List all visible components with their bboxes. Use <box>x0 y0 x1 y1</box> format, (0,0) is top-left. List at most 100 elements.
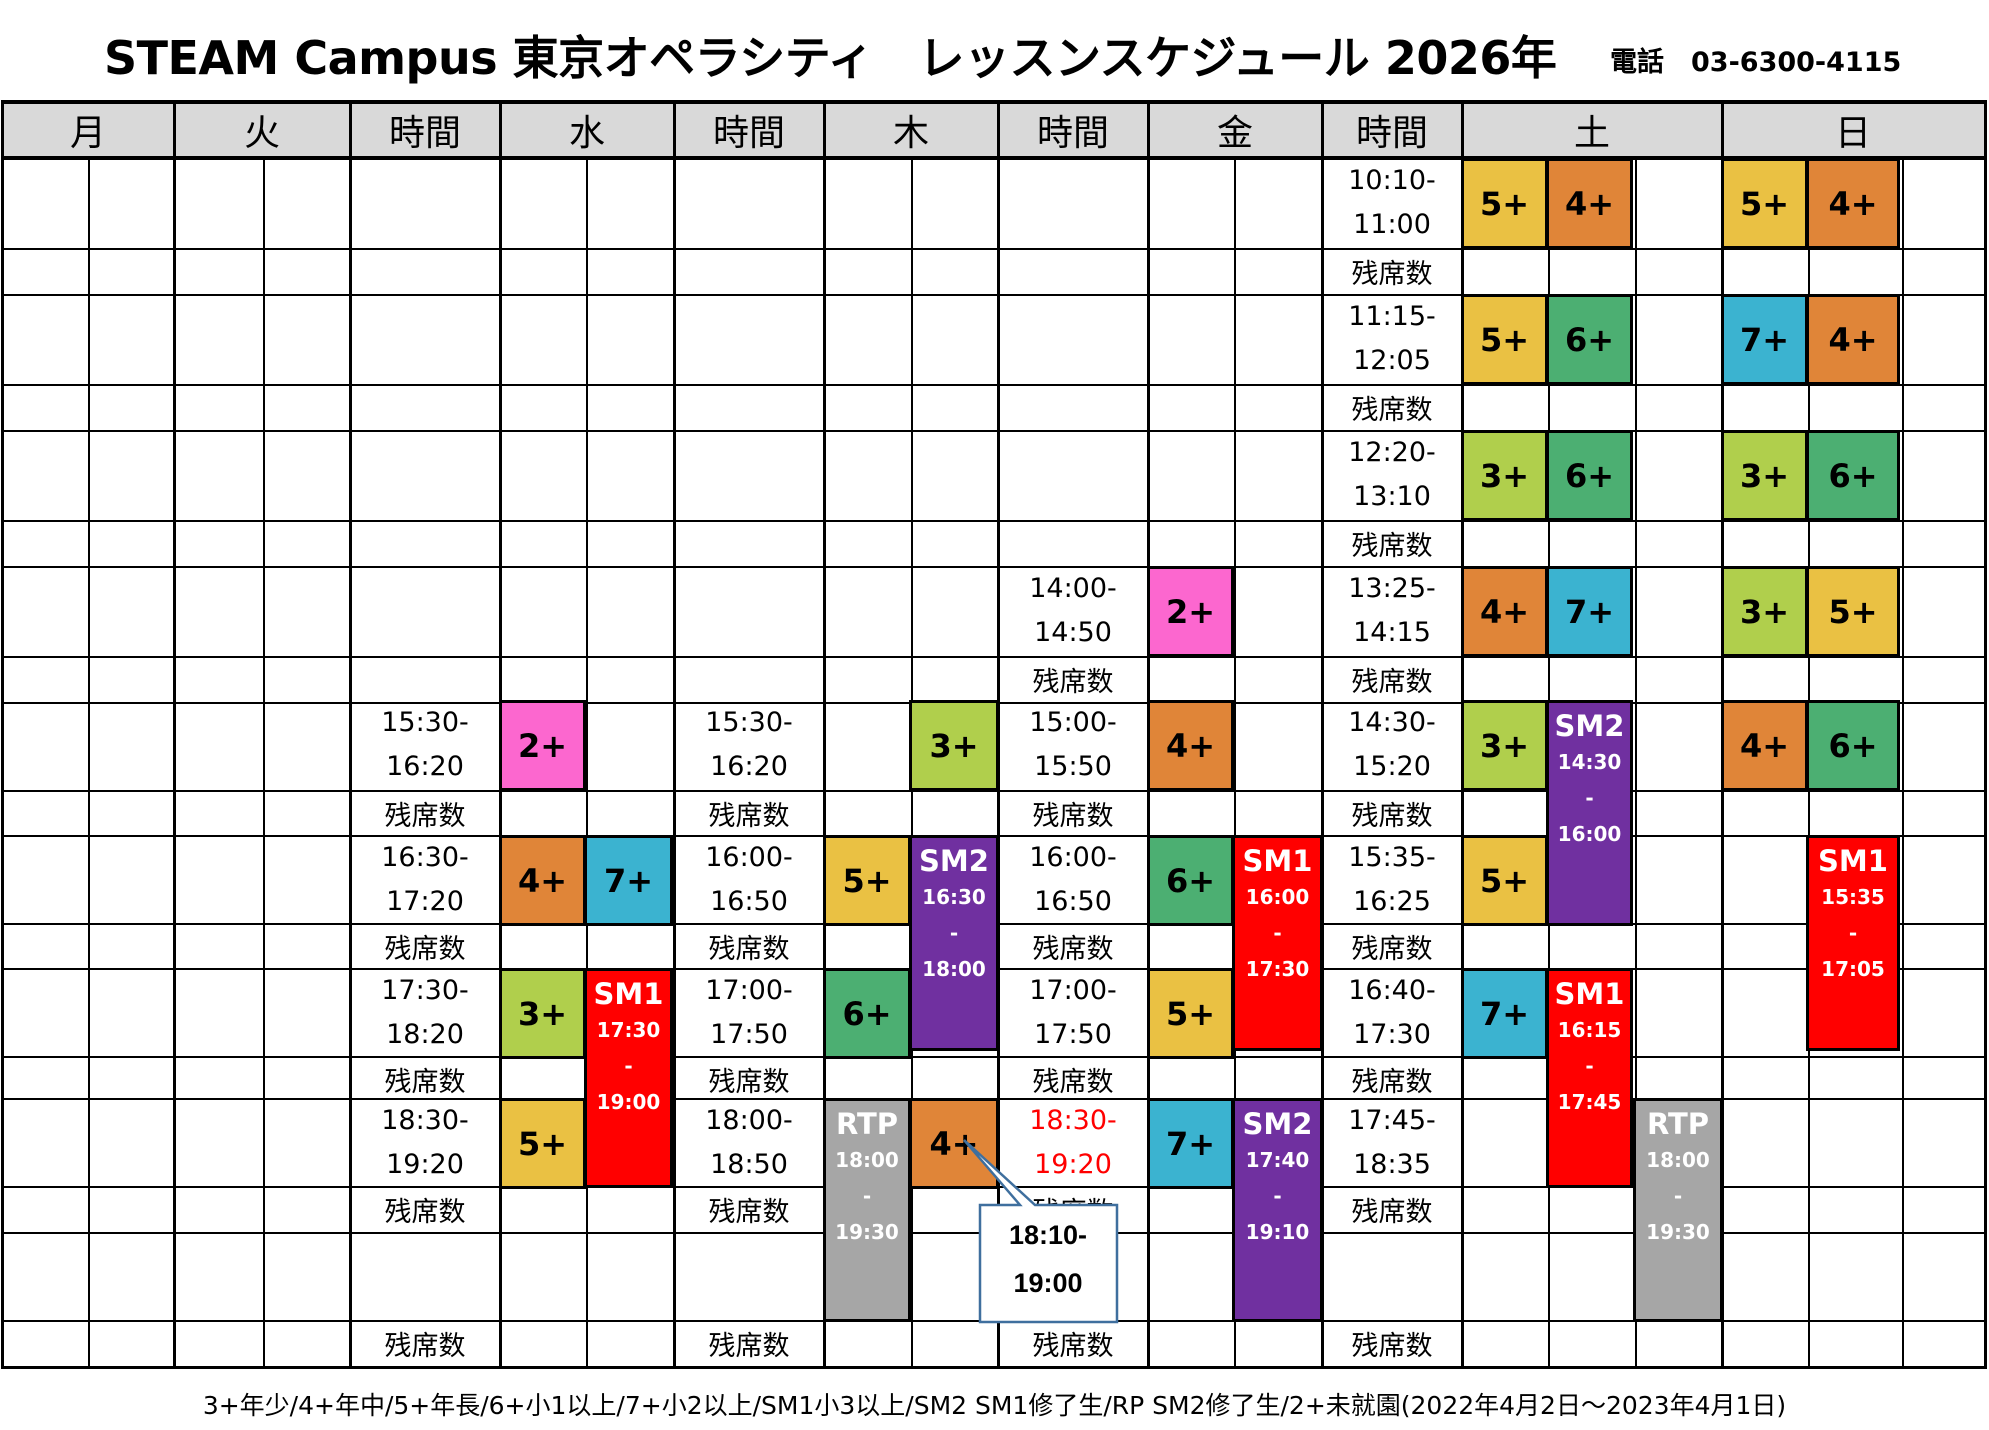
grid-line <box>586 160 588 1366</box>
class-block-5plus[interactable]: 5+ <box>1461 294 1548 385</box>
class-block-4plus[interactable]: 4+ <box>1147 700 1234 791</box>
thu-time-slot: 17:00- 17:50 <box>705 975 793 1050</box>
time-header-weekend: 時間 <box>1355 113 1428 154</box>
special-class-sm2[interactable]: SM2 16:30 - 18:00 <box>909 835 999 1051</box>
day-header-mon: 月 <box>69 113 106 154</box>
grid-line <box>1 100 4 1366</box>
special-class-end: 19:00 <box>596 1090 661 1114</box>
grid-line <box>673 100 676 1366</box>
class-block-4plus[interactable]: 4+ <box>909 1098 999 1189</box>
class-block-4plus[interactable]: 4+ <box>499 835 586 926</box>
grid-line <box>1 430 1987 432</box>
special-class-sm2[interactable]: SM2 14:30 - 16:00 <box>1546 700 1633 926</box>
special-class-dash: - <box>1585 1054 1594 1078</box>
weekend-time-slot: 15:35- 16:25 <box>1348 842 1436 917</box>
class-block-7plus[interactable]: 7+ <box>1147 1098 1234 1189</box>
class-block-5plus[interactable]: 5+ <box>1461 835 1548 926</box>
class-block-2plus[interactable]: 2+ <box>499 700 586 791</box>
class-block-7plus[interactable]: 7+ <box>1721 294 1808 385</box>
wed-time-slot: 18:30- 19:20 <box>381 1105 469 1180</box>
special-class-sm1[interactable]: SM1 16:00 - 17:30 <box>1232 835 1323 1051</box>
special-class-sm1[interactable]: SM1 16:15 - 17:45 <box>1546 968 1633 1188</box>
class-block-6plus[interactable]: 6+ <box>1546 294 1633 385</box>
special-class-start: 18:00 <box>835 1148 899 1172</box>
special-class-name: SM2 <box>919 844 989 878</box>
class-block-2plus[interactable]: 2+ <box>1147 566 1234 657</box>
special-class-rtp[interactable]: RTP 18:00 - 19:30 <box>823 1098 911 1322</box>
class-block-6plus[interactable]: 6+ <box>1806 700 1900 791</box>
grid-line <box>1 1366 1987 1369</box>
grid-line <box>1 156 1987 160</box>
wed-time-slot: 16:30- 17:20 <box>381 842 469 917</box>
remaining-seats-label: 残席数 <box>384 800 466 832</box>
class-block-4plus[interactable]: 4+ <box>1806 158 1900 249</box>
special-class-sm2[interactable]: SM2 17:40 - 19:10 <box>1232 1098 1323 1322</box>
special-class-sm1[interactable]: SM1 15:35 - 17:05 <box>1806 835 1900 1051</box>
class-block-5plus[interactable]: 5+ <box>1806 566 1900 657</box>
remaining-seats-label: 残席数 <box>1351 258 1433 290</box>
remaining-seats-label: 残席数 <box>1351 530 1433 562</box>
remaining-seats-label: 残席数 <box>1351 1330 1433 1362</box>
class-block-7plus[interactable]: 7+ <box>1546 566 1633 657</box>
class-block-3plus[interactable]: 3+ <box>1461 430 1548 521</box>
class-block-3plus[interactable]: 3+ <box>1461 700 1548 791</box>
remaining-seats-label: 残席数 <box>1351 933 1433 965</box>
class-block-6plus[interactable]: 6+ <box>823 968 911 1059</box>
special-class-name: SM1 <box>1818 844 1888 878</box>
remaining-seats-label: 残席数 <box>384 1330 466 1362</box>
special-class-end: 16:00 <box>1557 822 1622 846</box>
remaining-seats-label: 残席数 <box>1032 1330 1114 1362</box>
grid-line <box>1984 100 1987 1366</box>
remaining-seats-label: 残席数 <box>1032 1196 1114 1228</box>
thu-time-slot: 15:30- 16:20 <box>705 707 793 782</box>
special-class-name: RTP <box>835 1107 899 1141</box>
class-block-7plus[interactable]: 7+ <box>1461 968 1548 1059</box>
special-class-start: 17:30 <box>596 1018 661 1042</box>
special-class-dash: - <box>624 1054 633 1078</box>
class-block-6plus[interactable]: 6+ <box>1806 430 1900 521</box>
day-header-sun: 日 <box>1834 113 1871 154</box>
class-block-4plus[interactable]: 4+ <box>1721 700 1808 791</box>
class-block-4plus[interactable]: 4+ <box>1546 158 1633 249</box>
grid-line <box>1 566 1987 568</box>
wed-time-slot: 17:30- 18:20 <box>381 975 469 1050</box>
class-block-6plus[interactable]: 6+ <box>1546 430 1633 521</box>
class-block-4plus[interactable]: 4+ <box>1806 294 1900 385</box>
class-block-5plus[interactable]: 5+ <box>1461 158 1548 249</box>
class-block-7plus[interactable]: 7+ <box>584 835 673 926</box>
special-class-end: 17:30 <box>1245 957 1310 981</box>
class-block-5plus[interactable]: 5+ <box>1147 968 1234 1059</box>
class-block-3plus[interactable]: 3+ <box>909 700 999 791</box>
class-block-4plus[interactable]: 4+ <box>1461 566 1548 657</box>
thu-time-slot: 18:00- 18:50 <box>705 1105 793 1180</box>
class-block-5plus[interactable]: 5+ <box>1721 158 1808 249</box>
time-header-thu: 時間 <box>712 113 785 154</box>
special-class-start: 15:35 <box>1821 885 1885 909</box>
special-class-name: SM1 <box>593 977 664 1011</box>
thu-time-slot: 16:00- 16:50 <box>705 842 793 917</box>
class-block-5plus[interactable]: 5+ <box>823 835 911 926</box>
class-block-5plus[interactable]: 5+ <box>499 1098 586 1189</box>
special-class-end: 17:45 <box>1557 1090 1622 1114</box>
class-block-3plus[interactable]: 3+ <box>499 968 586 1059</box>
grid-line <box>1 790 1987 792</box>
special-class-start: 18:00 <box>1646 1148 1710 1172</box>
special-class-rtp[interactable]: RTP 18:00 - 19:30 <box>1633 1098 1723 1322</box>
remaining-seats-label: 残席数 <box>1351 394 1433 426</box>
special-class-name: SM1 <box>1554 977 1625 1011</box>
class-block-3plus[interactable]: 3+ <box>1721 430 1808 521</box>
remaining-seats-label: 残席数 <box>1351 666 1433 698</box>
remaining-seats-label: 残席数 <box>384 1066 466 1098</box>
class-block-3plus[interactable]: 3+ <box>1721 566 1808 657</box>
special-class-dash: - <box>1273 921 1282 945</box>
remaining-seats-label: 残席数 <box>708 933 790 965</box>
remaining-seats-label: 残席数 <box>1032 800 1114 832</box>
special-class-sm1[interactable]: SM1 17:30 - 19:00 <box>584 968 673 1188</box>
fri-time-slot: 15:00- 15:50 <box>1029 707 1117 782</box>
time-header-wed: 時間 <box>388 113 461 154</box>
weekend-time-slot: 10:10- 11:00 <box>1348 165 1436 240</box>
special-class-dash: - <box>862 1184 872 1208</box>
class-block-6plus[interactable]: 6+ <box>1147 835 1234 926</box>
grid-line <box>349 100 352 1366</box>
